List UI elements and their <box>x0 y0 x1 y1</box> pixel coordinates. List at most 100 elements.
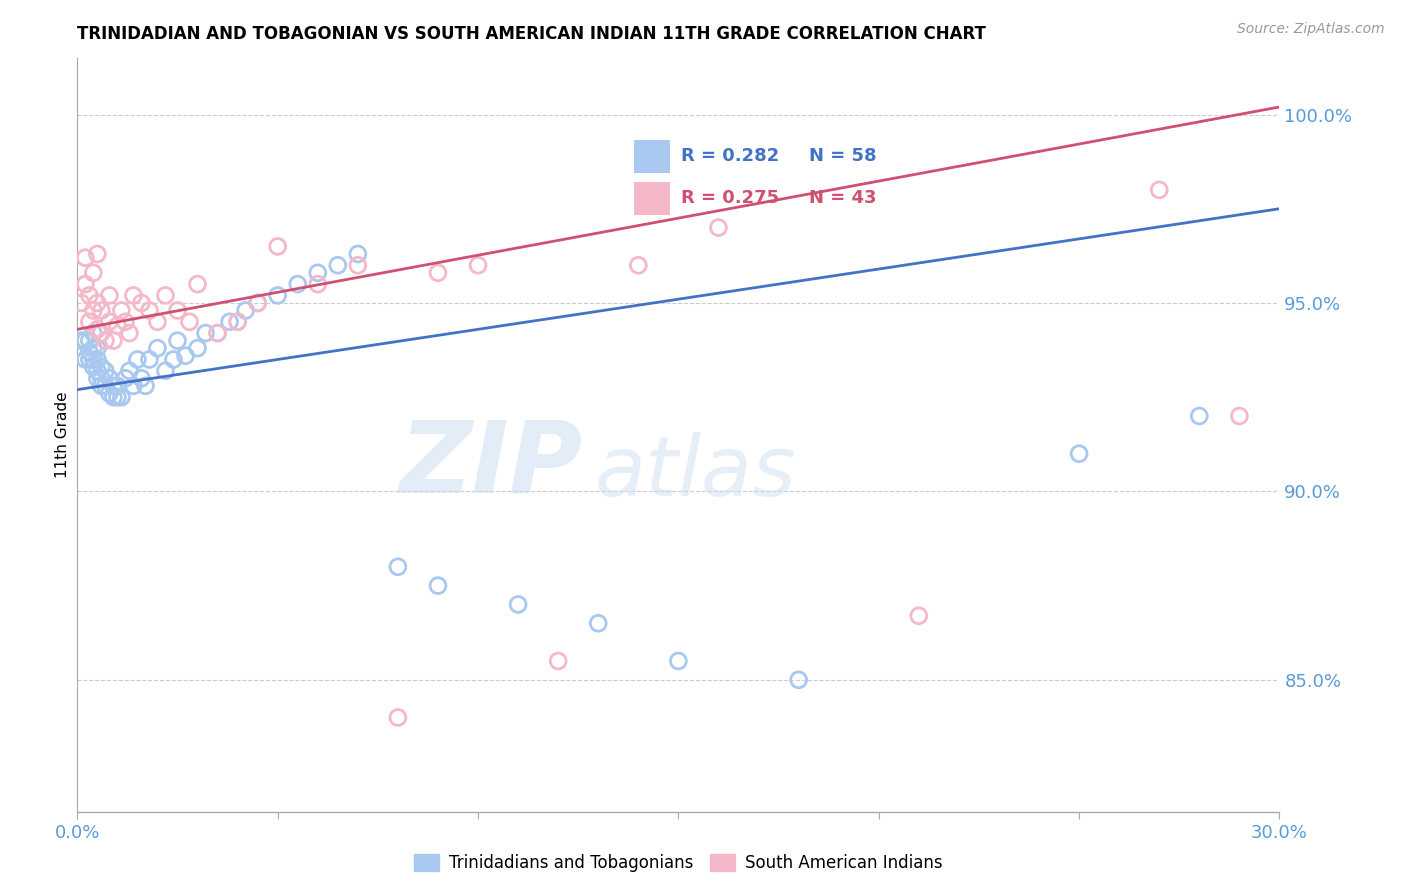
Point <box>307 277 329 291</box>
Point <box>162 352 184 367</box>
Point <box>114 371 136 385</box>
Point <box>79 288 101 302</box>
Point <box>94 334 117 348</box>
Text: N = 58: N = 58 <box>808 147 876 165</box>
Point <box>627 258 650 272</box>
Point <box>70 296 93 310</box>
Point <box>90 326 112 340</box>
Point <box>287 277 309 291</box>
Point <box>146 341 169 355</box>
Point <box>110 390 132 404</box>
Point <box>107 379 129 393</box>
Point <box>86 296 108 310</box>
Point <box>207 326 229 340</box>
Point <box>103 334 125 348</box>
Point <box>207 326 229 340</box>
Point <box>134 379 156 393</box>
Point <box>98 371 121 385</box>
Point <box>118 364 141 378</box>
Point <box>427 578 450 592</box>
Point <box>427 266 450 280</box>
Point <box>98 315 121 329</box>
Point <box>90 303 112 318</box>
Point <box>347 258 370 272</box>
Text: TRINIDADIAN AND TOBAGONIAN VS SOUTH AMERICAN INDIAN 11TH GRADE CORRELATION CHART: TRINIDADIAN AND TOBAGONIAN VS SOUTH AMER… <box>77 25 986 43</box>
Point <box>186 341 209 355</box>
Y-axis label: 11th Grade: 11th Grade <box>55 392 70 478</box>
Point <box>387 710 409 724</box>
Point <box>218 315 240 329</box>
Point <box>131 296 153 310</box>
Point <box>86 341 108 355</box>
Point <box>75 352 97 367</box>
Point <box>138 352 160 367</box>
Point <box>79 315 101 329</box>
Text: N = 43: N = 43 <box>808 189 876 207</box>
Point <box>82 303 104 318</box>
Point <box>122 379 145 393</box>
Point <box>107 390 129 404</box>
Point <box>103 379 125 393</box>
Point <box>86 247 108 261</box>
Point <box>118 326 141 340</box>
Point <box>508 598 530 612</box>
Point <box>246 296 269 310</box>
Point <box>127 352 149 367</box>
Point <box>1229 409 1251 423</box>
Point <box>138 303 160 318</box>
Point <box>235 303 257 318</box>
Point <box>122 288 145 302</box>
Point <box>82 266 104 280</box>
Point <box>246 296 269 310</box>
FancyBboxPatch shape <box>634 140 669 173</box>
Point <box>668 654 690 668</box>
Point <box>79 352 101 367</box>
Text: R = 0.275: R = 0.275 <box>681 189 779 207</box>
Point <box>166 334 188 348</box>
Point <box>1069 447 1091 461</box>
Text: ZIP: ZIP <box>399 417 582 514</box>
Point <box>110 303 132 318</box>
Point <box>82 326 104 340</box>
Point <box>79 334 101 348</box>
Point <box>307 266 329 280</box>
FancyBboxPatch shape <box>634 182 669 215</box>
Point <box>326 258 349 272</box>
Point <box>98 386 121 401</box>
Point <box>75 334 97 348</box>
Point <box>267 239 290 253</box>
Point <box>86 322 108 336</box>
Point <box>114 315 136 329</box>
Point <box>588 616 610 631</box>
Point <box>94 379 117 393</box>
Point <box>347 247 370 261</box>
Point <box>107 318 129 333</box>
Point <box>186 277 209 291</box>
Point <box>787 673 810 687</box>
Point <box>94 364 117 378</box>
Point <box>146 315 169 329</box>
Point <box>75 277 97 291</box>
Point <box>155 288 177 302</box>
Point <box>1188 409 1211 423</box>
Point <box>82 341 104 355</box>
Point <box>90 371 112 385</box>
Point <box>908 608 931 623</box>
Legend: Trinidadians and Tobagonians, South American Indians: Trinidadians and Tobagonians, South Amer… <box>408 847 949 879</box>
Point <box>226 315 249 329</box>
Point <box>179 315 201 329</box>
Point <box>79 345 101 359</box>
Point <box>90 359 112 374</box>
Point <box>90 379 112 393</box>
Text: Source: ZipAtlas.com: Source: ZipAtlas.com <box>1237 22 1385 37</box>
Text: R = 0.282: R = 0.282 <box>681 147 779 165</box>
Point <box>267 288 290 302</box>
Point <box>82 359 104 374</box>
Point <box>155 364 177 378</box>
Point <box>75 251 97 265</box>
Point <box>98 288 121 302</box>
Text: atlas: atlas <box>595 432 796 513</box>
Point <box>166 303 188 318</box>
Point <box>226 315 249 329</box>
Point <box>194 326 217 340</box>
